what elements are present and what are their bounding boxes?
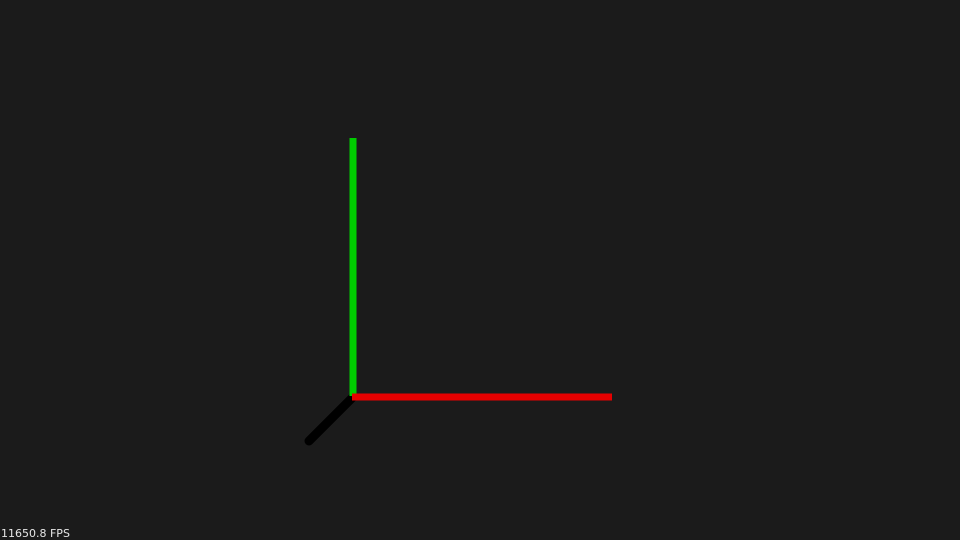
z-axis-line [304,392,358,446]
fps-counter: 11650.8 FPS [1,527,70,540]
